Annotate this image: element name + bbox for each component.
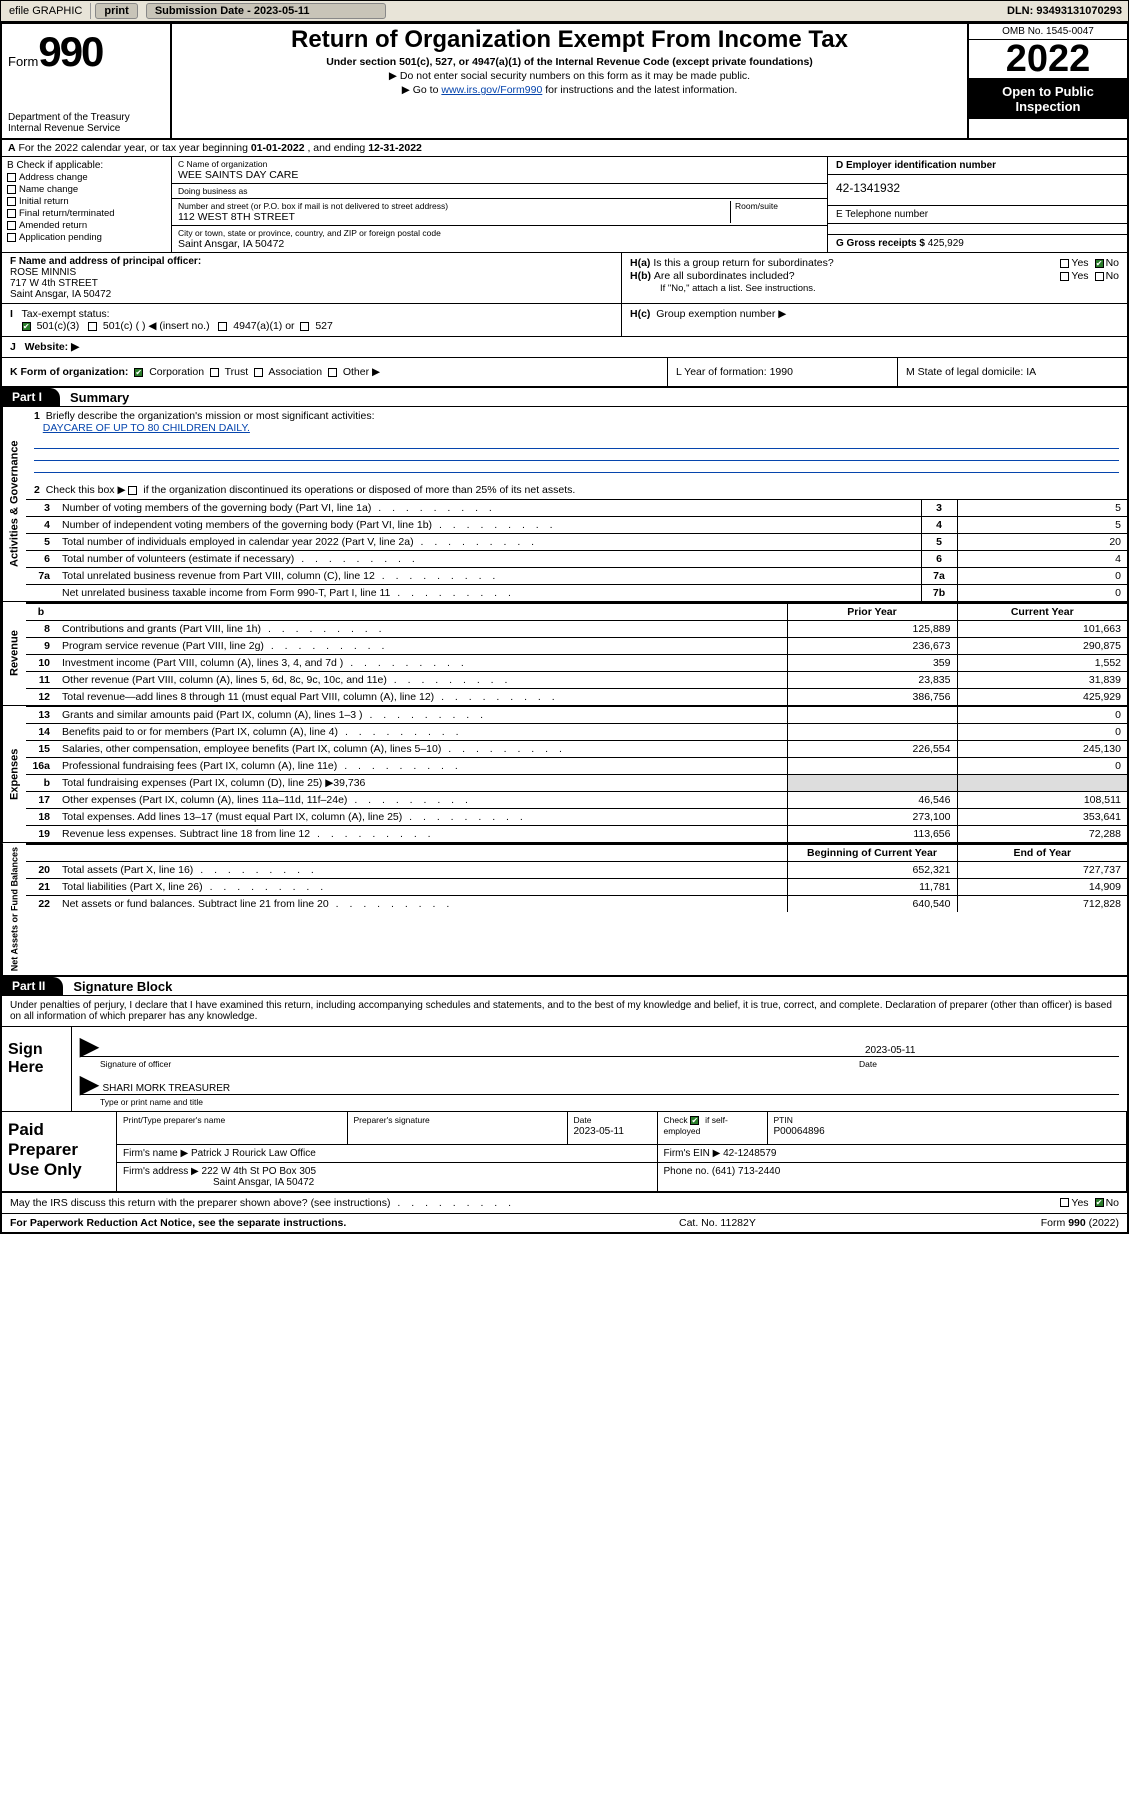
form-word: Form: [8, 54, 38, 69]
chk-initial-return[interactable]: Initial return: [7, 196, 166, 207]
chk-corp[interactable]: [134, 368, 143, 377]
dept-treasury: Department of the Treasury: [8, 112, 164, 123]
part1-header: Part I Summary: [2, 388, 1127, 407]
row-a-text: For the 2022 calendar year, or tax year …: [19, 142, 251, 154]
chk-discontinued[interactable]: [128, 486, 137, 495]
row-j: J Website: ▶: [2, 337, 1127, 358]
irs: Internal Revenue Service: [8, 123, 164, 134]
gross-receipts: 425,929: [928, 238, 964, 249]
row-i: I Tax-exempt status: 501(c)(3) 501(c) ( …: [2, 304, 1127, 337]
firm-phone: (641) 713-2440: [712, 1166, 780, 1177]
chk-amended[interactable]: Amended return: [7, 220, 166, 231]
ha-no[interactable]: [1095, 259, 1104, 268]
signature-declaration: Under penalties of perjury, I declare th…: [2, 996, 1127, 1027]
note-ssn: Do not enter social security numbers on …: [400, 70, 750, 82]
part2-header: Part II Signature Block: [2, 977, 1127, 996]
form-990-page: Form 990 Department of the Treasury Inte…: [0, 22, 1129, 1234]
sign-here: Sign Here ▶ 2023-05-11 Signature of offi…: [2, 1027, 1127, 1112]
row-a: A For the 2022 calendar year, or tax yea…: [2, 140, 1127, 157]
chk-527[interactable]: [300, 322, 309, 331]
note-goto-post: for instructions and the latest informat…: [542, 84, 737, 96]
efile-label: efile GRAPHIC: [1, 3, 91, 19]
chk-other[interactable]: [328, 368, 337, 377]
block-bcdeg: B Check if applicable: Address change Na…: [2, 157, 1127, 253]
topbar: efile GRAPHIC print Submission Date - 20…: [0, 0, 1129, 22]
irs-link[interactable]: www.irs.gov/Form990: [441, 84, 542, 96]
col-b-check-applicable: B Check if applicable: Address change Na…: [2, 157, 172, 252]
year-formation: L Year of formation: 1990: [667, 358, 897, 386]
firm-ein: 42-1248579: [723, 1148, 776, 1159]
officer-name-title: SHARI MORK TREASURER: [102, 1083, 1119, 1094]
street: 112 WEST 8TH STREET: [178, 211, 726, 223]
paid-preparer: Paid Preparer Use Only Print/Type prepar…: [2, 1112, 1127, 1193]
sign-date: 2023-05-11: [859, 1045, 1119, 1056]
section-revenue: Revenue bPrior YearCurrent Year 8Contrib…: [2, 602, 1127, 706]
ein: 42-1341932: [828, 175, 1127, 206]
firm-name: Patrick J Rourick Law Office: [191, 1148, 316, 1159]
chk-assoc[interactable]: [254, 368, 263, 377]
mission-text[interactable]: DAYCARE OF UP TO 80 CHILDREN DAILY.: [43, 422, 250, 434]
chk-4947[interactable]: [218, 322, 227, 331]
row-fh: F Name and address of principal officer:…: [2, 253, 1127, 304]
chk-application-pending[interactable]: Application pending: [7, 232, 166, 243]
dln: DLN: 93493131070293: [1007, 5, 1128, 17]
col-h: H(a) Is this a group return for subordin…: [622, 253, 1127, 303]
open-to-public: Open to Public Inspection: [969, 79, 1127, 119]
header-mid: Return of Organization Exempt From Incom…: [172, 24, 967, 138]
col-c: C Name of organization WEE SAINTS DAY CA…: [172, 157, 827, 252]
header-right: OMB No. 1545-0047 2022 Open to Public In…: [967, 24, 1127, 138]
revenue-table: bPrior YearCurrent Year 8Contributions a…: [26, 602, 1127, 705]
print-button[interactable]: print: [95, 3, 137, 19]
expenses-table: 13Grants and similar amounts paid (Part …: [26, 706, 1127, 842]
discuss-no[interactable]: [1095, 1198, 1104, 1207]
governance-table: 3Number of voting members of the governi…: [26, 499, 1127, 601]
state-domicile: M State of legal domicile: IA: [897, 358, 1127, 386]
form-subtitle: Under section 501(c), 527, or 4947(a)(1)…: [178, 56, 961, 68]
tax-year-begin: 01-01-2022: [251, 142, 305, 154]
section-activities-governance: Activities & Governance 1 Briefly descri…: [2, 407, 1127, 602]
chk-self-employed[interactable]: [690, 1116, 699, 1125]
org-name: WEE SAINTS DAY CARE: [178, 169, 821, 181]
hb-no[interactable]: [1095, 272, 1104, 281]
form-title: Return of Organization Exempt From Incom…: [178, 26, 961, 54]
officer-street: 717 W 4th STREET: [10, 278, 98, 289]
header-left: Form 990 Department of the Treasury Inte…: [2, 24, 172, 138]
city: Saint Ansgar, IA 50472: [178, 238, 821, 250]
form-number: 990: [38, 28, 102, 76]
col-de: D Employer identification number 42-1341…: [827, 157, 1127, 252]
hb-yes[interactable]: [1060, 272, 1069, 281]
tax-year-end: 12-31-2022: [368, 142, 422, 154]
footer-discuss: May the IRS discuss this return with the…: [2, 1193, 1127, 1214]
section-expenses: Expenses 13Grants and similar amounts pa…: [2, 706, 1127, 843]
ptin: P00064896: [774, 1126, 825, 1137]
discuss-yes[interactable]: [1060, 1198, 1069, 1207]
col-f-officer: F Name and address of principal officer:…: [2, 253, 622, 303]
chk-name-change[interactable]: Name change: [7, 184, 166, 195]
label-a: A: [8, 142, 16, 154]
section-net-assets: Net Assets or Fund Balances Beginning of…: [2, 843, 1127, 977]
tax-year: 2022: [969, 40, 1127, 79]
chk-final-return[interactable]: Final return/terminated: [7, 208, 166, 219]
chk-501c3[interactable]: [22, 322, 31, 331]
officer-name: ROSE MINNIS: [10, 267, 76, 278]
note-goto-pre: Go to: [413, 84, 442, 96]
chk-address-change[interactable]: Address change: [7, 172, 166, 183]
firm-addr2: Saint Ansgar, IA 50472: [123, 1177, 314, 1188]
chk-trust[interactable]: [210, 368, 219, 377]
row-klm: K Form of organization: Corporation Trus…: [2, 358, 1127, 388]
ha-yes[interactable]: [1060, 259, 1069, 268]
preparer-date: 2023-05-11: [574, 1126, 624, 1137]
officer-city: Saint Ansgar, IA 50472: [10, 289, 111, 300]
submission-date: Submission Date - 2023-05-11: [146, 3, 386, 19]
firm-addr1: 222 W 4th St PO Box 305: [202, 1166, 317, 1177]
footer-bottom: For Paperwork Reduction Act Notice, see …: [2, 1214, 1127, 1232]
form-header: Form 990 Department of the Treasury Inte…: [2, 24, 1127, 140]
net-assets-table: Beginning of Current YearEnd of Year 20T…: [26, 843, 1127, 912]
chk-501c[interactable]: [88, 322, 97, 331]
